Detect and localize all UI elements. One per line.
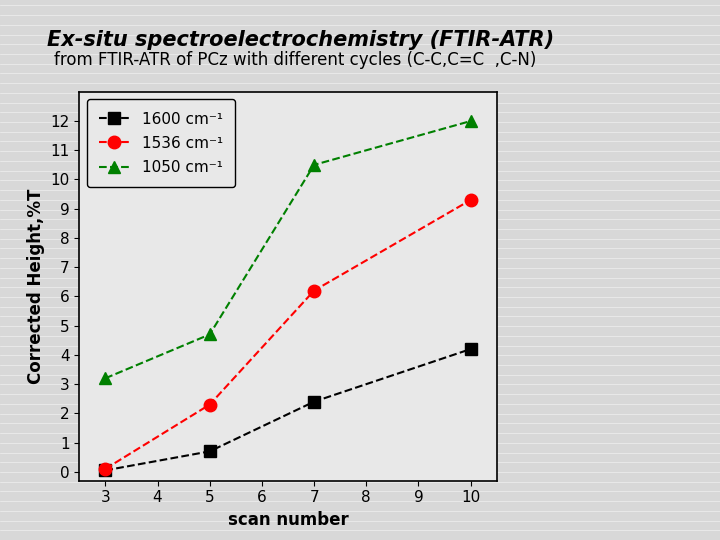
Text: from FTIR-ATR of PCz with different cycles (C-C,C=C  ,C-N): from FTIR-ATR of PCz with different cycl…	[54, 51, 536, 69]
Text: Ex-situ spectroelectrochemistry (FTIR-ATR): Ex-situ spectroelectrochemistry (FTIR-AT…	[47, 30, 554, 50]
Y-axis label: Corrected Height,%T: Corrected Height,%T	[27, 188, 45, 384]
Legend: 1600 cm⁻¹, 1536 cm⁻¹, 1050 cm⁻¹: 1600 cm⁻¹, 1536 cm⁻¹, 1050 cm⁻¹	[87, 99, 235, 187]
X-axis label: scan number: scan number	[228, 511, 348, 529]
